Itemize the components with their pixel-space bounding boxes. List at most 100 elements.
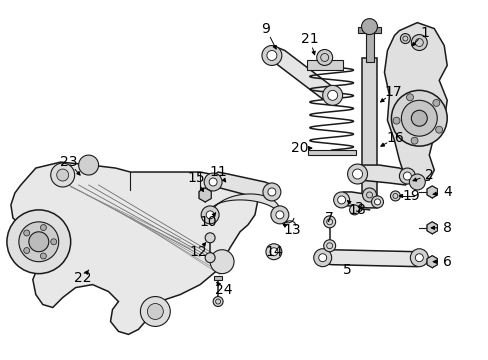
Circle shape [79,155,99,175]
Circle shape [322,85,342,105]
Circle shape [313,249,331,267]
Text: 3: 3 [354,201,363,215]
Circle shape [347,164,367,184]
Circle shape [362,188,376,202]
Polygon shape [357,27,381,32]
Text: 7: 7 [325,211,333,225]
Circle shape [140,297,170,327]
Polygon shape [426,186,437,198]
Polygon shape [199,188,211,202]
Circle shape [389,191,400,201]
Text: 10: 10 [199,215,217,229]
Circle shape [401,100,436,136]
Circle shape [349,205,359,215]
Polygon shape [307,150,355,155]
Circle shape [57,169,68,181]
Text: 6: 6 [442,255,451,269]
Circle shape [352,169,362,179]
Polygon shape [426,222,437,234]
Text: 4: 4 [442,185,450,199]
Circle shape [316,50,332,66]
Circle shape [41,253,46,259]
Text: 21: 21 [300,32,318,46]
Polygon shape [426,256,437,268]
Polygon shape [209,194,280,215]
Circle shape [213,297,223,306]
Text: 18: 18 [348,203,366,217]
Circle shape [209,178,217,186]
Circle shape [203,173,222,191]
Circle shape [400,33,409,44]
Text: 23: 23 [60,155,77,169]
Polygon shape [384,23,447,182]
Circle shape [51,239,57,245]
Text: 17: 17 [384,85,402,99]
Text: 15: 15 [187,171,204,185]
Circle shape [406,94,413,101]
Circle shape [333,192,349,208]
Circle shape [7,210,71,274]
Circle shape [263,183,280,201]
Circle shape [409,249,427,267]
Circle shape [410,110,427,126]
Text: 1: 1 [420,26,429,40]
Circle shape [206,211,214,219]
Circle shape [361,19,377,35]
Circle shape [399,168,414,184]
Text: 9: 9 [261,22,270,36]
Circle shape [392,117,399,124]
Polygon shape [306,60,342,71]
Circle shape [265,244,281,260]
Circle shape [435,126,442,133]
Circle shape [205,253,215,263]
Circle shape [51,163,75,187]
Circle shape [327,90,337,100]
Circle shape [269,248,277,256]
Circle shape [408,174,425,190]
Circle shape [414,254,423,262]
Text: 16: 16 [386,131,404,145]
Circle shape [201,206,219,224]
Circle shape [41,225,46,230]
Circle shape [390,90,447,146]
Polygon shape [365,31,373,62]
Polygon shape [361,58,377,195]
Text: 8: 8 [442,221,451,235]
Circle shape [270,206,288,224]
Circle shape [205,233,215,243]
Polygon shape [214,276,222,280]
Circle shape [323,240,335,252]
Circle shape [432,99,439,107]
Circle shape [266,50,276,60]
Polygon shape [267,46,337,102]
Circle shape [323,216,335,228]
Polygon shape [317,250,424,267]
Circle shape [210,250,234,274]
Circle shape [262,45,281,66]
Text: 19: 19 [402,189,419,203]
Text: 12: 12 [189,245,206,259]
Polygon shape [208,172,277,200]
Text: 5: 5 [343,263,351,276]
Circle shape [410,137,417,144]
Circle shape [24,248,30,253]
Circle shape [29,232,49,252]
Circle shape [147,303,163,319]
Circle shape [24,230,30,236]
Text: 22: 22 [74,271,91,285]
Circle shape [275,211,283,219]
Circle shape [374,199,380,205]
Polygon shape [351,165,410,185]
Text: 2: 2 [424,168,433,182]
Circle shape [267,188,275,196]
Text: 20: 20 [290,141,308,155]
Text: 14: 14 [264,245,282,259]
Text: 13: 13 [283,223,300,237]
Circle shape [410,35,427,50]
Circle shape [318,254,326,262]
Circle shape [403,172,410,180]
Circle shape [371,196,383,208]
Text: 11: 11 [209,165,226,179]
Circle shape [337,196,345,204]
Circle shape [19,222,59,262]
